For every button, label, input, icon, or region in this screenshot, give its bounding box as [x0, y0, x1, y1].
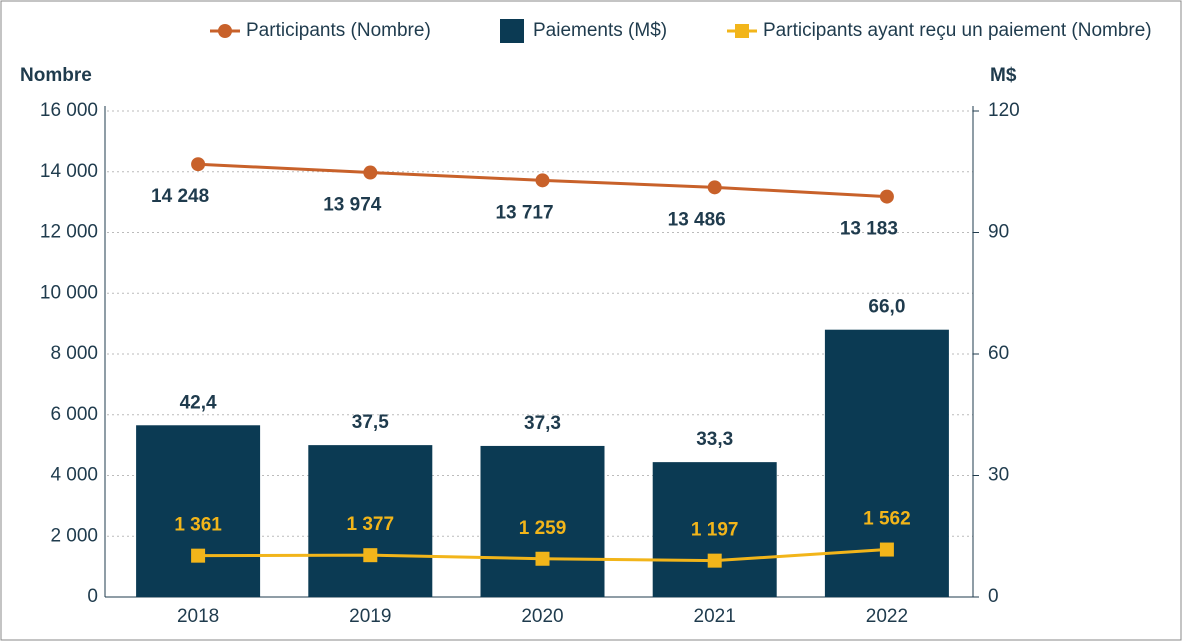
y-tick-label: 2 000	[50, 525, 98, 546]
y-tick-label: 14 000	[40, 161, 98, 182]
bar	[480, 445, 605, 597]
line-label: 13 183	[840, 219, 898, 240]
bar	[652, 462, 777, 597]
y2-tick-label: 120	[988, 100, 1020, 121]
y-tick-label: 4 000	[50, 465, 98, 486]
line-label: 13 974	[323, 195, 382, 216]
x-tick-label: 2022	[866, 606, 908, 627]
bar-label: 66,0	[868, 297, 905, 318]
y-axis-title: Nombre	[20, 65, 92, 86]
legend-swatch	[500, 19, 524, 43]
x-tick-label: 2019	[349, 606, 391, 627]
y-tick-label: 12 000	[40, 222, 98, 243]
bar-label: 42,4	[180, 392, 217, 413]
marker	[363, 165, 378, 180]
marker	[707, 553, 722, 568]
y2-tick-label: 90	[988, 222, 1009, 243]
legend-label: Participants ayant reçu un paiement (Nom…	[763, 20, 1152, 41]
line-label: 1 377	[347, 514, 395, 535]
y2-axis-title: M$	[990, 65, 1017, 86]
x-tick-label: 2018	[177, 606, 219, 627]
y-tick-label: 8 000	[50, 343, 98, 364]
bar	[136, 425, 261, 597]
marker	[879, 542, 894, 557]
y-tick-label: 16 000	[40, 100, 98, 121]
y-tick-label: 6 000	[50, 404, 98, 425]
bar	[824, 329, 949, 597]
marker	[535, 551, 550, 566]
legend-label: Paiements (M$)	[533, 20, 667, 41]
y2-tick-label: 0	[988, 586, 999, 607]
y-tick-label: 10 000	[40, 282, 98, 303]
line-label: 1 197	[691, 520, 739, 541]
legend-label: Participants (Nombre)	[246, 20, 431, 41]
marker	[879, 189, 894, 204]
line-label: 13 486	[668, 209, 726, 230]
line-label: 1 259	[519, 518, 567, 539]
marker	[191, 157, 206, 172]
x-tick-label: 2021	[694, 606, 736, 627]
marker	[191, 548, 206, 563]
line-label: 1 562	[863, 509, 911, 530]
y2-tick-label: 30	[988, 465, 1009, 486]
bar-label: 33,3	[696, 429, 733, 450]
marker	[707, 180, 722, 195]
legend-marker	[735, 24, 749, 38]
bar	[308, 445, 433, 597]
y2-tick-label: 60	[988, 343, 1009, 364]
line-label: 14 248	[151, 186, 209, 207]
line-label: 13 717	[495, 202, 553, 223]
line-label: 1 361	[174, 515, 222, 536]
bar-label: 37,5	[352, 412, 389, 433]
bar-label: 37,3	[524, 413, 561, 434]
y-tick-label: 0	[87, 586, 98, 607]
marker	[363, 548, 378, 563]
x-tick-label: 2020	[521, 606, 563, 627]
marker	[535, 173, 550, 188]
legend-marker	[218, 24, 232, 38]
